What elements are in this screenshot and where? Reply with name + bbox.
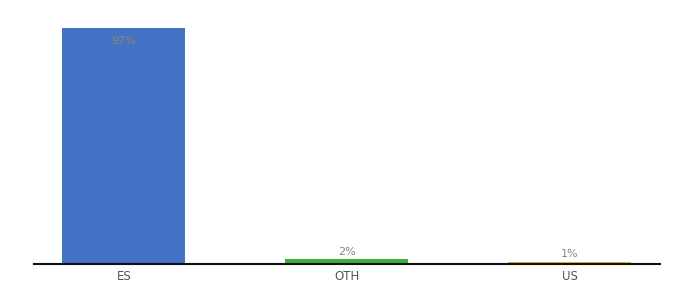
Bar (509, 262, 631, 264)
Bar (63, 28, 185, 264)
Bar (286, 259, 408, 264)
Text: 1%: 1% (561, 249, 579, 259)
Text: 2%: 2% (338, 247, 356, 257)
Text: 97%: 97% (112, 36, 136, 46)
